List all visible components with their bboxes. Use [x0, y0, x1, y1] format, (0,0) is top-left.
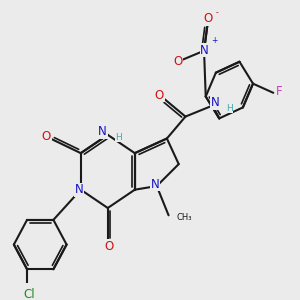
Text: CH₃: CH₃	[176, 213, 191, 222]
Text: H: H	[226, 104, 233, 113]
Text: O: O	[42, 130, 51, 143]
Text: H: H	[115, 133, 122, 142]
Text: N: N	[75, 183, 83, 196]
Text: -: -	[215, 8, 218, 17]
Text: O: O	[173, 55, 183, 68]
Text: Cl: Cl	[23, 288, 34, 300]
Text: O: O	[155, 89, 164, 102]
Text: F: F	[276, 85, 283, 98]
Text: +: +	[211, 36, 217, 45]
Text: N: N	[98, 125, 107, 138]
Text: N: N	[211, 96, 220, 109]
Text: N: N	[200, 44, 209, 56]
Text: N: N	[151, 178, 159, 191]
Text: O: O	[203, 12, 213, 25]
Text: O: O	[105, 240, 114, 253]
